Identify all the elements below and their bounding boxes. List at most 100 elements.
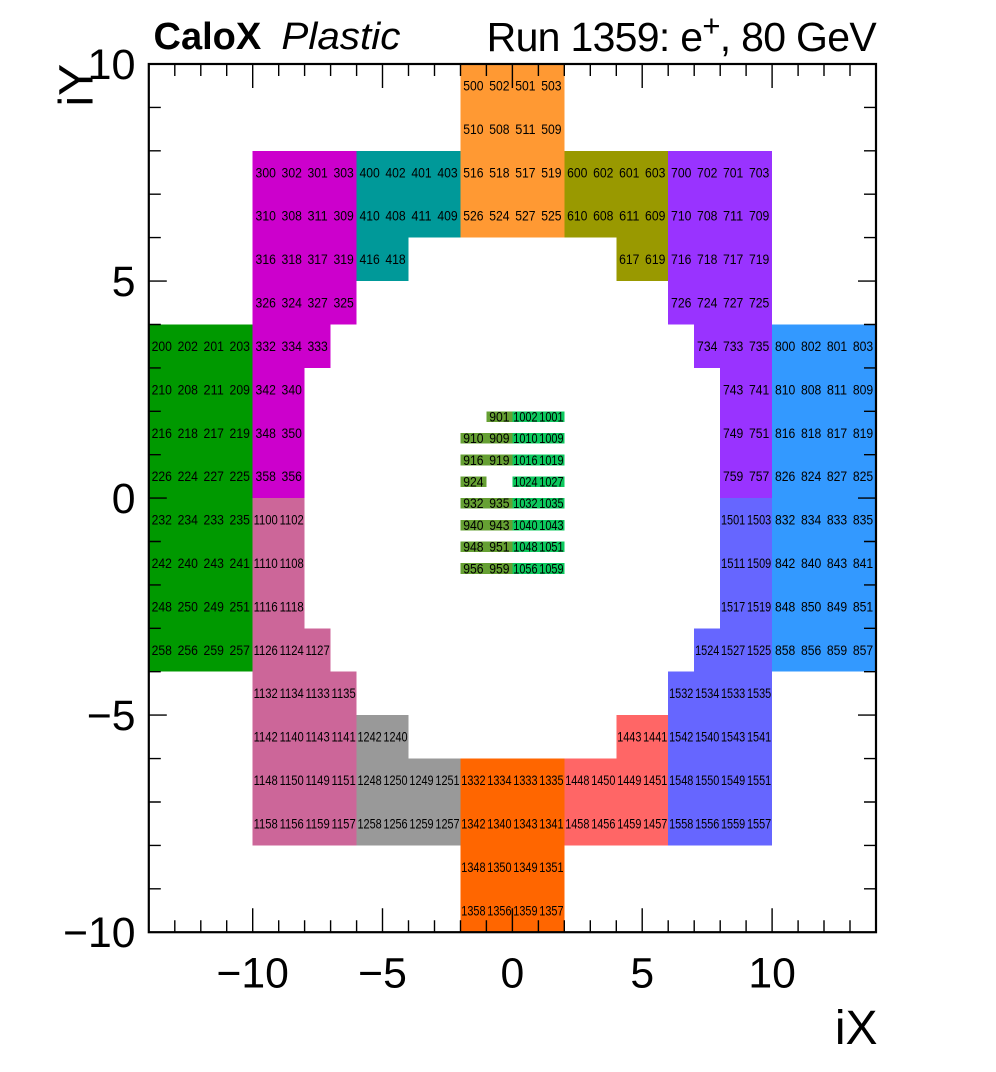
svg-text:340: 340	[282, 381, 302, 397]
svg-text:710: 710	[671, 208, 691, 224]
svg-text:408: 408	[385, 208, 405, 224]
svg-text:801: 801	[827, 338, 847, 354]
svg-text:333: 333	[307, 338, 327, 354]
svg-text:802: 802	[801, 338, 821, 354]
svg-text:1048: 1048	[513, 539, 537, 555]
svg-text:1126: 1126	[254, 642, 278, 658]
svg-text:726: 726	[671, 295, 691, 311]
svg-text:1524: 1524	[695, 642, 719, 658]
svg-text:−5: −5	[358, 950, 407, 998]
svg-text:857: 857	[853, 642, 873, 658]
svg-text:5: 5	[112, 258, 136, 306]
svg-text:916: 916	[463, 452, 483, 468]
svg-text:719: 719	[749, 251, 769, 267]
svg-text:219: 219	[230, 425, 250, 441]
svg-text:310: 310	[256, 208, 276, 224]
svg-text:527: 527	[515, 208, 535, 224]
svg-text:401: 401	[411, 164, 431, 180]
svg-text:1559: 1559	[721, 816, 745, 832]
svg-text:711: 711	[723, 208, 743, 224]
svg-text:403: 403	[437, 164, 457, 180]
svg-text:611: 611	[619, 208, 639, 224]
svg-text:1341: 1341	[539, 816, 563, 832]
svg-text:224: 224	[178, 468, 198, 484]
svg-text:856: 856	[801, 642, 821, 658]
svg-text:500: 500	[463, 78, 483, 94]
svg-text:524: 524	[489, 208, 509, 224]
svg-text:508: 508	[489, 121, 509, 137]
svg-text:1541: 1541	[747, 729, 771, 745]
svg-text:1525: 1525	[747, 642, 771, 658]
svg-text:1335: 1335	[539, 772, 563, 788]
svg-text:808: 808	[801, 381, 821, 397]
svg-text:1333: 1333	[513, 772, 537, 788]
svg-text:817: 817	[827, 425, 847, 441]
svg-text:1108: 1108	[280, 555, 304, 571]
svg-text:1509: 1509	[747, 555, 771, 571]
svg-text:1450: 1450	[591, 772, 615, 788]
svg-text:1016: 1016	[513, 452, 537, 468]
svg-text:200: 200	[152, 338, 172, 354]
svg-text:932: 932	[463, 495, 483, 511]
svg-text:1449: 1449	[617, 772, 641, 788]
svg-text:334: 334	[282, 338, 302, 354]
svg-text:832: 832	[775, 512, 795, 528]
svg-text:518: 518	[489, 164, 509, 180]
svg-text:708: 708	[697, 208, 717, 224]
svg-text:1124: 1124	[280, 642, 304, 658]
svg-text:848: 848	[775, 598, 795, 614]
svg-text:234: 234	[178, 512, 198, 528]
svg-text:834: 834	[801, 512, 821, 528]
svg-text:1332: 1332	[461, 772, 485, 788]
svg-text:311: 311	[307, 208, 327, 224]
svg-text:716: 716	[671, 251, 691, 267]
svg-text:608: 608	[593, 208, 613, 224]
svg-text:−5: −5	[87, 692, 136, 740]
svg-text:Plastic: Plastic	[281, 16, 400, 58]
svg-text:734: 734	[697, 338, 717, 354]
svg-text:209: 209	[230, 381, 250, 397]
svg-text:1024: 1024	[513, 474, 537, 490]
svg-text:1240: 1240	[383, 729, 407, 745]
svg-text:1443: 1443	[617, 729, 641, 745]
svg-text:1358: 1358	[461, 902, 485, 918]
svg-text:824: 824	[801, 468, 821, 484]
svg-text:1040: 1040	[513, 517, 537, 533]
svg-text:216: 216	[152, 425, 172, 441]
svg-text:1158: 1158	[254, 816, 278, 832]
svg-text:248: 248	[152, 598, 172, 614]
svg-text:759: 759	[723, 468, 743, 484]
svg-text:350: 350	[282, 425, 302, 441]
svg-text:1118: 1118	[280, 598, 304, 614]
svg-text:326: 326	[256, 295, 276, 311]
svg-text:210: 210	[152, 381, 172, 397]
svg-text:410: 410	[359, 208, 379, 224]
svg-text:1558: 1558	[669, 816, 693, 832]
svg-text:1059: 1059	[539, 560, 563, 576]
svg-text:827: 827	[827, 468, 847, 484]
svg-text:749: 749	[723, 425, 743, 441]
svg-text:Run 1359: e+, 80 GeV: Run 1359: e+, 80 GeV	[487, 8, 878, 60]
svg-text:1557: 1557	[747, 816, 771, 832]
svg-text:709: 709	[749, 208, 769, 224]
svg-text:1032: 1032	[513, 495, 537, 511]
svg-text:1340: 1340	[487, 816, 511, 832]
svg-text:1035: 1035	[539, 495, 563, 511]
svg-text:233: 233	[204, 512, 224, 528]
svg-text:1043: 1043	[539, 517, 563, 533]
svg-text:1551: 1551	[747, 772, 771, 788]
svg-text:258: 258	[152, 642, 172, 658]
svg-text:702: 702	[697, 164, 717, 180]
svg-text:316: 316	[256, 251, 276, 267]
svg-text:858: 858	[775, 642, 795, 658]
svg-text:826: 826	[775, 468, 795, 484]
svg-text:810: 810	[775, 381, 795, 397]
svg-text:411: 411	[411, 208, 431, 224]
svg-text:1519: 1519	[747, 598, 771, 614]
svg-text:342: 342	[256, 381, 276, 397]
svg-text:1257: 1257	[435, 816, 459, 832]
svg-text:309: 309	[333, 208, 353, 224]
svg-text:811: 811	[827, 381, 847, 397]
svg-text:924: 924	[463, 474, 483, 490]
svg-text:503: 503	[541, 78, 561, 94]
